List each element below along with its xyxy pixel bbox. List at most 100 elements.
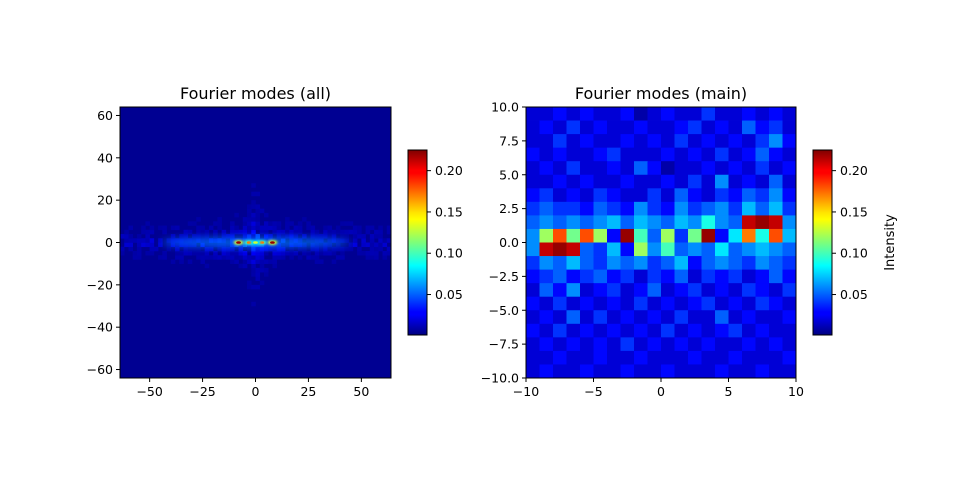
heatmap-cell <box>196 225 201 231</box>
heatmap-cell <box>268 246 273 252</box>
heatmap-cell <box>526 337 540 352</box>
heatmap-cell <box>607 269 621 284</box>
heatmap-cell <box>162 229 167 235</box>
colorbar-tick-label: 0.05 <box>840 287 868 302</box>
heatmap-cell <box>247 255 252 260</box>
heatmap-cell <box>634 364 648 379</box>
heatmap-cell <box>259 267 265 273</box>
heatmap-cell <box>607 364 621 379</box>
heatmap-cell <box>755 147 770 162</box>
heatmap-cell <box>386 246 391 252</box>
heatmap-cell <box>352 238 358 243</box>
heatmap-cell <box>661 283 675 298</box>
heatmap-cell <box>183 229 189 235</box>
heatmap-cell <box>166 242 172 248</box>
heatmap-cell <box>634 161 648 176</box>
heatmap-cell <box>701 107 716 121</box>
heatmap-cell <box>674 107 689 121</box>
heatmap-cell <box>755 242 770 257</box>
heatmap-cell <box>607 337 621 352</box>
heatmap-cell <box>526 350 540 365</box>
heatmap-cell <box>647 296 662 311</box>
heatmap-cell <box>293 234 299 239</box>
heatmap-cell <box>344 246 349 252</box>
heatmap-cell <box>742 120 756 135</box>
heatmap-cell <box>179 234 184 239</box>
heatmap-cell <box>782 323 797 338</box>
heatmap-cell <box>539 296 554 311</box>
heatmap-cell <box>255 284 261 290</box>
x-tick-label: 25 <box>300 384 316 399</box>
heatmap-cell <box>661 120 675 135</box>
heatmap-cell <box>268 234 273 239</box>
heatmap-cell <box>158 225 163 231</box>
heatmap-cell <box>769 147 783 162</box>
heatmap-cell <box>580 310 594 325</box>
heatmap-cell <box>539 215 554 230</box>
heatmap-cell <box>566 364 581 379</box>
heatmap-cell <box>620 201 635 216</box>
heatmap-cell <box>128 225 134 231</box>
heatmap-cell <box>580 283 594 298</box>
heatmap-cell <box>539 337 554 352</box>
heatmap-cell <box>259 263 265 269</box>
heatmap-cell <box>769 350 783 365</box>
heatmap-cell <box>357 234 362 239</box>
heatmap-cell <box>251 246 256 252</box>
heatmap-cell <box>701 161 716 176</box>
heatmap-cell <box>553 283 567 298</box>
heatmap-cell <box>661 201 675 216</box>
colorbar-tick-label: 0.10 <box>840 246 868 261</box>
heatmap-cell <box>251 217 256 222</box>
heatmap-cell <box>280 255 286 260</box>
heatmap-cell <box>580 188 594 203</box>
heatmap-cell <box>674 296 689 311</box>
heatmap-cell <box>620 120 635 135</box>
heatmap-cell <box>242 217 248 222</box>
heatmap-cell <box>607 134 621 149</box>
heatmap-cell <box>344 221 349 226</box>
heatmap-cell <box>674 174 689 189</box>
heatmap-cell <box>263 234 269 239</box>
heatmap-cell <box>348 242 354 248</box>
heatmap-cell <box>661 323 675 338</box>
heatmap-cell <box>128 242 134 248</box>
heatmap-cell <box>247 246 252 252</box>
heatmap-cell <box>715 215 729 230</box>
heatmap-cell <box>674 337 689 352</box>
heatmap-cell <box>782 215 797 230</box>
heatmap-cell <box>539 350 554 365</box>
heatmap-cell <box>327 246 333 252</box>
heatmap-cell <box>314 255 320 260</box>
heatmap-cell <box>369 250 375 256</box>
heatmap-cell <box>302 250 307 256</box>
heatmap-cell <box>742 350 756 365</box>
heatmap-cell <box>272 229 277 235</box>
heatmap-cell <box>352 234 358 239</box>
heatmap-cell <box>255 255 261 260</box>
heatmap-cell <box>374 234 379 239</box>
heatmap-cell <box>175 250 180 256</box>
heatmap-cell <box>340 221 345 226</box>
heatmap-cell <box>213 250 218 256</box>
heatmap-cell <box>263 225 269 231</box>
heatmap-cell <box>306 225 311 231</box>
heatmap-cell <box>251 183 256 188</box>
heatmap-cell <box>259 246 265 252</box>
heatmap-cell <box>230 225 235 231</box>
heatmap-cell <box>647 161 662 176</box>
heatmap-cell <box>200 250 205 256</box>
heatmap-cell <box>742 201 756 216</box>
heatmap-cell <box>661 161 675 176</box>
heatmap-cell <box>310 229 316 235</box>
heatmap-cell <box>247 259 252 264</box>
heatmap-cell <box>259 259 265 264</box>
heatmap-cell <box>297 225 303 231</box>
heatmap-cell <box>331 250 337 256</box>
heatmap-cell <box>369 225 375 231</box>
heatmap-cell <box>263 212 269 218</box>
heatmap-cell <box>620 174 635 189</box>
heatmap-cell <box>647 350 662 365</box>
heatmap-cell <box>782 120 797 135</box>
heatmap-cell <box>255 204 261 209</box>
